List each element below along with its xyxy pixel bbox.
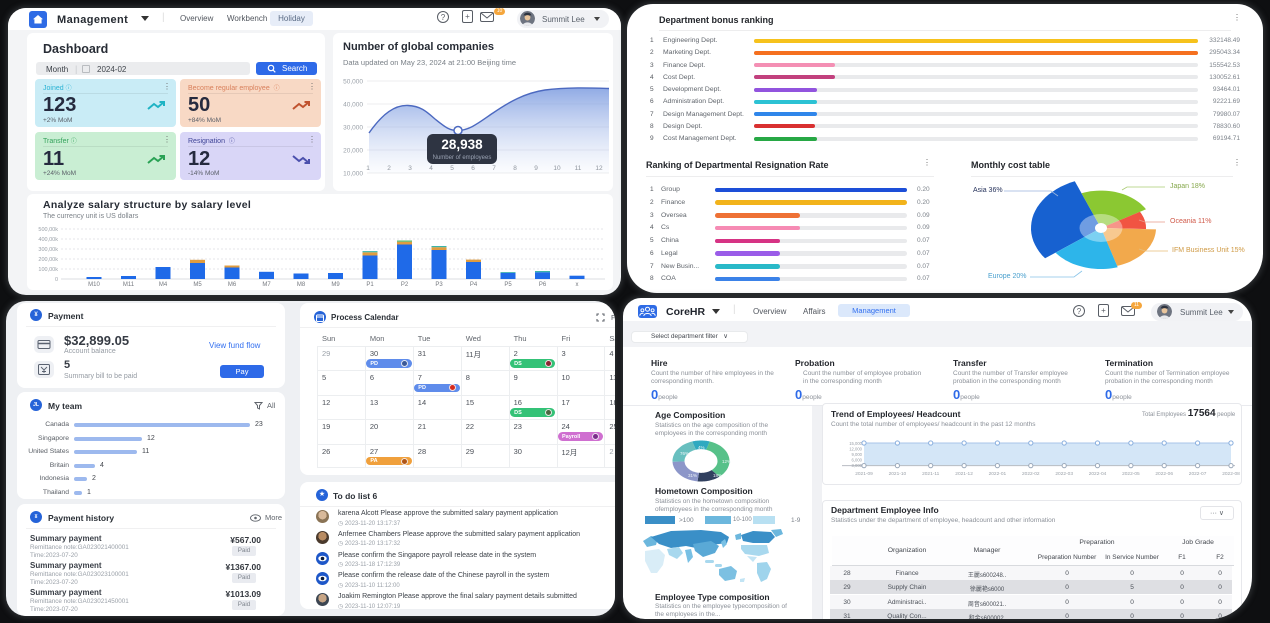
svg-text:6,000: 6,000	[852, 458, 863, 463]
svg-text:2022-07: 2022-07	[1189, 471, 1207, 477]
svg-text:Number of employees: Number of employees	[433, 155, 492, 161]
svg-text:M11: M11	[123, 282, 135, 287]
svg-text:7: 7	[492, 165, 496, 172]
svg-text:x: x	[576, 282, 579, 287]
svg-text:M5: M5	[193, 282, 202, 287]
svg-text:200,00k: 200,00k	[38, 257, 58, 263]
svg-text:31%: 31%	[688, 473, 697, 478]
svg-text:5: 5	[450, 165, 454, 172]
svg-text:P2: P2	[401, 282, 409, 287]
svg-text:M8: M8	[297, 282, 306, 287]
svg-text:2: 2	[387, 165, 391, 172]
svg-text:9,000: 9,000	[852, 452, 863, 457]
svg-text:8: 8	[513, 165, 517, 172]
svg-text:10,000: 10,000	[343, 171, 363, 178]
svg-text:0: 0	[55, 277, 58, 283]
svg-text:50,000: 50,000	[343, 79, 363, 86]
svg-text:M10: M10	[88, 282, 100, 287]
svg-text:30,000: 30,000	[343, 125, 363, 132]
svg-text:P4: P4	[470, 282, 478, 287]
svg-text:28,938: 28,938	[441, 137, 483, 152]
svg-text:76%: 76%	[680, 451, 689, 456]
svg-text:400,00k: 400,00k	[38, 237, 58, 243]
svg-text:15,000: 15,000	[849, 441, 862, 446]
svg-text:2022-02: 2022-02	[1022, 471, 1040, 477]
svg-text:3: 3	[408, 165, 412, 172]
svg-text:M4: M4	[159, 282, 168, 287]
svg-text:M9: M9	[331, 282, 340, 287]
svg-text:100,00k: 100,00k	[38, 267, 58, 273]
svg-text:2022-03: 2022-03	[1055, 471, 1073, 477]
svg-text:12: 12	[595, 165, 603, 172]
svg-text:2021-12: 2021-12	[955, 471, 973, 477]
svg-text:2021-11: 2021-11	[922, 471, 940, 477]
svg-text:4%: 4%	[698, 445, 705, 450]
svg-text:2022-04: 2022-04	[1089, 471, 1107, 477]
svg-text:2022-05: 2022-05	[1122, 471, 1140, 477]
svg-text:300,00k: 300,00k	[38, 247, 58, 253]
svg-text:10: 10	[553, 165, 561, 172]
svg-text:3,000: 3,000	[852, 463, 863, 468]
svg-text:P1: P1	[366, 282, 374, 287]
svg-text:2021-10: 2021-10	[889, 471, 907, 477]
svg-text:P3: P3	[435, 282, 443, 287]
svg-text:9: 9	[534, 165, 538, 172]
svg-text:P6: P6	[539, 282, 547, 287]
svg-text:2022-06: 2022-06	[1155, 471, 1173, 477]
svg-text:2021-09: 2021-09	[855, 471, 873, 477]
svg-text:12%: 12%	[722, 459, 731, 464]
svg-text:M6: M6	[228, 282, 237, 287]
svg-text:12,000: 12,000	[849, 447, 862, 452]
svg-text:18%: 18%	[713, 473, 722, 478]
svg-text:40,000: 40,000	[343, 102, 363, 109]
svg-text:2022-01: 2022-01	[989, 471, 1007, 477]
svg-text:1: 1	[366, 165, 370, 172]
svg-text:500,00k: 500,00k	[38, 227, 58, 233]
svg-text:M7: M7	[262, 282, 271, 287]
svg-text:P5: P5	[504, 282, 512, 287]
svg-text:6: 6	[471, 165, 475, 172]
svg-text:2022-08: 2022-08	[1222, 471, 1240, 477]
svg-text:11: 11	[575, 165, 582, 172]
svg-text:4: 4	[429, 165, 433, 172]
svg-text:20,000: 20,000	[343, 148, 363, 155]
